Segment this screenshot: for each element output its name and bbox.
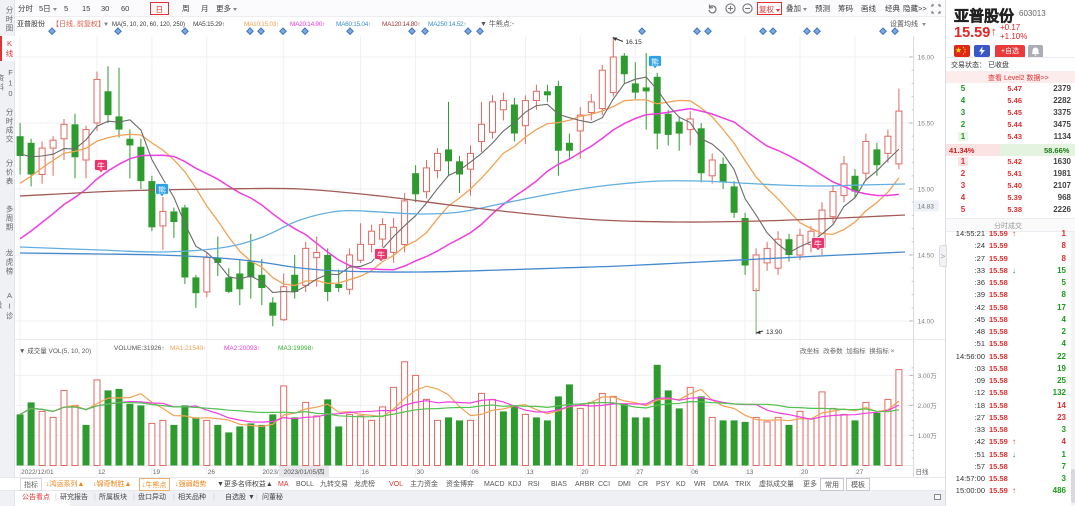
svg-text:16: 16 — [362, 469, 370, 476]
svg-text:16.15: 16.15 — [626, 39, 643, 46]
svg-text:2.00万: 2.00万 — [918, 402, 938, 410]
svg-text:1.00万: 1.00万 — [918, 432, 938, 440]
svg-text:26: 26 — [208, 469, 216, 476]
svg-text:2023/: 2023/ — [262, 469, 278, 476]
svg-text:06: 06 — [691, 469, 699, 476]
svg-text:20: 20 — [801, 469, 809, 476]
svg-text:日线: 日线 — [916, 467, 930, 476]
svg-text:15.50: 15.50 — [918, 121, 935, 128]
svg-text:牛: 牛 — [377, 250, 385, 260]
svg-text:12: 12 — [98, 469, 106, 476]
svg-text:2022/12/01: 2022/12/01 — [21, 469, 54, 476]
svg-text:14.83: 14.83 — [918, 204, 935, 211]
svg-text:16.00: 16.00 — [918, 55, 935, 62]
svg-text:06: 06 — [472, 469, 480, 476]
svg-text:19: 19 — [153, 469, 161, 476]
svg-text:13.90: 13.90 — [766, 329, 783, 336]
svg-text:14.50: 14.50 — [918, 253, 935, 260]
svg-text:15.00: 15.00 — [918, 187, 935, 194]
svg-text:3.00万: 3.00万 — [918, 372, 938, 380]
svg-text:熊: 熊 — [158, 185, 166, 195]
svg-text:牛: 牛 — [814, 239, 822, 249]
svg-text:13: 13 — [746, 469, 754, 476]
svg-text:13: 13 — [526, 469, 534, 476]
svg-text:20: 20 — [581, 469, 589, 476]
svg-text:27: 27 — [636, 469, 644, 476]
svg-text:牛: 牛 — [97, 161, 105, 171]
svg-text:27: 27 — [856, 469, 864, 476]
svg-text:30: 30 — [417, 469, 425, 476]
svg-text:2023/01/05/四: 2023/01/05/四 — [284, 468, 325, 476]
svg-text:14.00: 14.00 — [918, 319, 935, 326]
svg-text:熊: 熊 — [651, 57, 659, 67]
